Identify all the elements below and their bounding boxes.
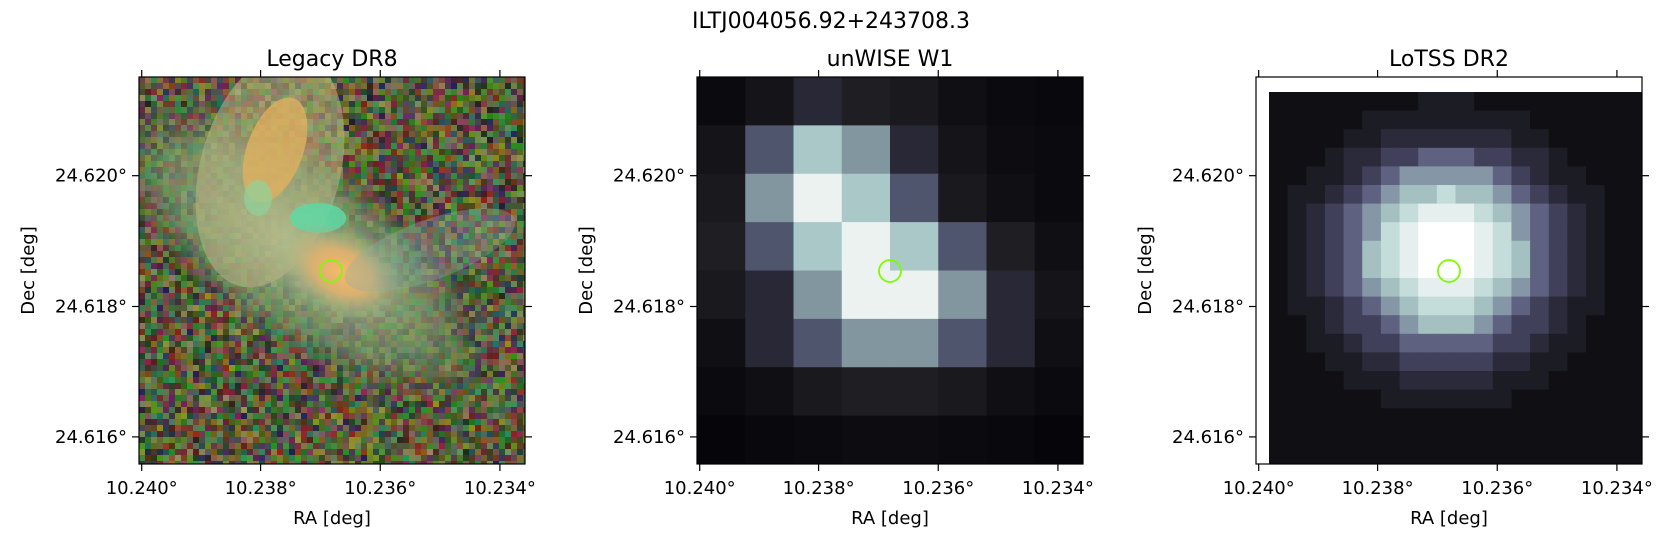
x-tick-label: 10.236° <box>344 478 416 499</box>
x-tick-label: 10.234° <box>1022 478 1094 499</box>
x-axis-label: RA [deg] <box>1410 508 1488 529</box>
y-tick-label: 24.618° <box>613 296 685 317</box>
x-tick-label: 10.234° <box>464 478 536 499</box>
panel-title-legacy: Legacy DR8 <box>266 47 397 72</box>
figure-title: ILTJ004056.92+243708.3 <box>691 9 971 34</box>
y-tick-label: 24.616° <box>1172 427 1244 448</box>
panel-title-unwise: unWISE W1 <box>827 47 954 72</box>
x-axis-label: RA [deg] <box>293 508 371 529</box>
x-tick-label: 10.240° <box>106 478 178 499</box>
x-tick-label: 10.234° <box>1581 478 1653 499</box>
x-tick-label: 10.238° <box>783 478 855 499</box>
lotss-source-marker <box>1437 259 1461 283</box>
x-axis-label: RA [deg] <box>851 508 929 529</box>
lotss-pixels <box>1269 92 1642 464</box>
y-tick-label: 24.616° <box>613 427 685 448</box>
unwise-frame <box>696 76 1084 465</box>
y-tick-label: 24.618° <box>1172 296 1244 317</box>
x-tick-label: 10.238° <box>1342 478 1414 499</box>
unwise-image <box>697 77 1083 464</box>
unwise-pixels <box>697 77 1083 464</box>
axes-layer: 10.240° 10.238° 10.236° 10.234° 24.620° 24.61… <box>18 70 1653 529</box>
y-axis-label: Dec [deg] <box>576 226 597 315</box>
x-tick-label: 10.236° <box>902 478 974 499</box>
legacy-frame <box>138 76 526 465</box>
x-tick-label: 10.240° <box>1223 478 1295 499</box>
y-axis-label: Dec [deg] <box>1135 226 1156 315</box>
y-tick-label: 24.620° <box>55 166 127 187</box>
legacy-image <box>139 77 525 464</box>
x-tick-label: 10.240° <box>664 478 736 499</box>
y-tick-label: 24.618° <box>55 296 127 317</box>
unwise-source-marker <box>878 259 902 283</box>
y-tick-label: 24.620° <box>613 166 685 187</box>
panel-title-lotss: LoTSS DR2 <box>1389 47 1509 72</box>
y-axis-label: Dec [deg] <box>18 226 39 315</box>
x-tick-label: 10.236° <box>1461 478 1533 499</box>
y-tick-label: 24.616° <box>55 427 127 448</box>
lotss-frame <box>1255 76 1643 465</box>
y-tick-label: 24.620° <box>1172 166 1244 187</box>
x-tick-label: 10.238° <box>225 478 297 499</box>
legacy-source-marker <box>319 259 343 283</box>
lotss-image <box>1256 77 1642 464</box>
